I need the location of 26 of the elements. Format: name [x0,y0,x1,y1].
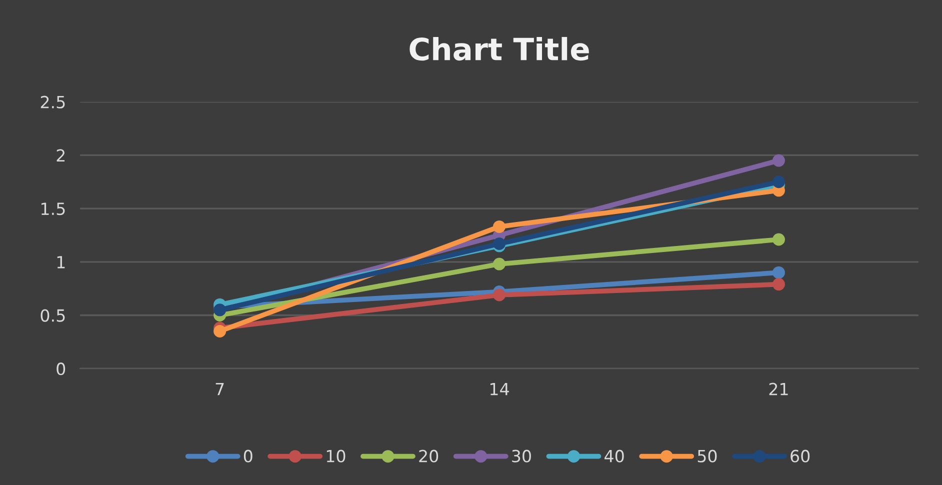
chart-title: Chart Title [410,36,589,61]
point [772,266,785,279]
y-tick-label: 1.5 [42,202,65,216]
y-tick-label: 0.5 [40,309,65,322]
x-tick-label: 21 [769,382,788,396]
y-tick-label: 1 [57,256,65,268]
point [772,233,785,246]
legend-label: 30 [512,450,531,462]
point [772,154,785,167]
legend-label: 60 [790,450,810,462]
point [493,220,506,233]
x-tick-label: 7 [216,383,224,396]
legend-label: 50 [698,450,717,462]
point [493,288,506,302]
point [493,258,506,270]
legend-label: 20 [419,450,438,462]
point [214,325,226,338]
y-tick-label: 2 [56,149,65,162]
legend-label: 0 [244,450,252,462]
point [772,278,785,291]
y-tick-label: 2.5 [40,96,65,108]
legend-label: 10 [326,450,346,462]
y-tick-label: 0 [56,362,66,376]
point [772,176,785,188]
legend-label: 40 [604,450,624,462]
x-tick-label: 14 [490,383,509,396]
